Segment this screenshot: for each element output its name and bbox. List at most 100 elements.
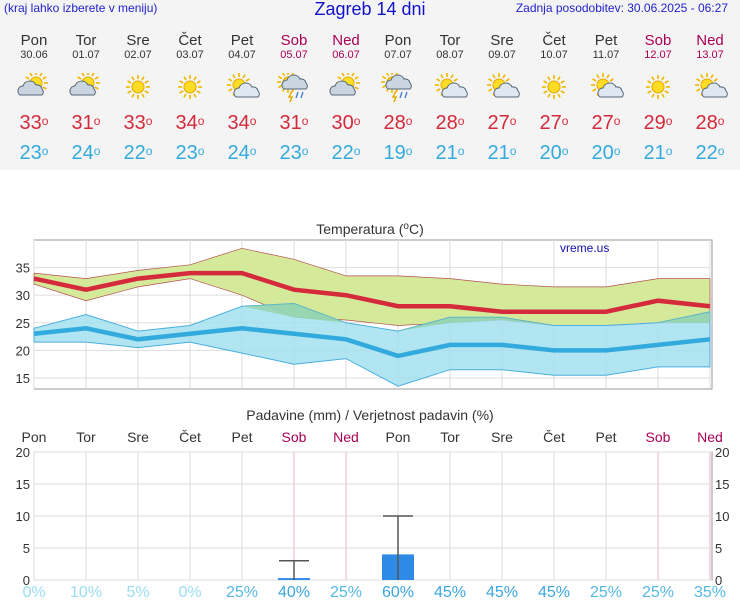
- min-temp: 19o: [383, 142, 413, 164]
- day-name: Sre: [126, 32, 150, 49]
- max-temp-line: [33, 270, 711, 314]
- day-column: Ned 06.07 30o 22o: [320, 33, 372, 164]
- precip-probability: 25%: [226, 584, 258, 600]
- precip-probability: 35%: [694, 584, 726, 600]
- precip-probability: 5%: [126, 584, 149, 600]
- y-tick-label-right: 5: [715, 541, 722, 556]
- x-tick-label: Čet: [179, 429, 201, 445]
- day-date: 13.07: [696, 49, 724, 61]
- sun-icon: [536, 73, 572, 101]
- min-temp-band: [33, 302, 711, 387]
- sun-icon: [172, 73, 208, 101]
- min-temp: 22o: [695, 142, 725, 164]
- day-column: Sre 02.07 33o 22o: [112, 32, 164, 165]
- day-name: Tor: [75, 32, 97, 49]
- x-tick-label: Pon: [22, 429, 47, 445]
- x-tick-label: Tor: [440, 429, 460, 445]
- precip-probability: 25%: [590, 584, 622, 600]
- max-temp: 33o: [123, 112, 153, 134]
- day-name: Sob: [280, 32, 308, 49]
- x-tick-label: Ned: [333, 429, 359, 445]
- day-column: Pet 04.07 34o 24o: [216, 33, 268, 164]
- min-temp: 20o: [591, 142, 621, 164]
- min-temp: 21o: [435, 142, 465, 164]
- min-temp: 23o: [19, 142, 49, 164]
- x-tick-label: Sob: [282, 429, 307, 445]
- region-hint[interactable]: (kraj lahko izberete v meniju): [4, 1, 158, 15]
- day-date: 07.07: [384, 49, 412, 61]
- day-column: Tor 08.07 28o 21o: [424, 33, 476, 164]
- x-tick-label: Pon: [386, 429, 411, 445]
- min-temp: 23o: [175, 142, 205, 164]
- max-temp: 28o: [435, 112, 465, 134]
- day-column: Čet 10.07 27o 20o: [528, 33, 580, 165]
- day-date: 08.07: [436, 49, 464, 61]
- y-tick-label-right: 15: [715, 477, 729, 492]
- precip-probability: 0%: [178, 584, 201, 600]
- day-date: 12.07: [644, 49, 672, 61]
- y-tick-label-right: 0: [715, 573, 722, 588]
- day-name: Pon: [384, 32, 412, 49]
- day-column: Tor 01.07 31o 24o: [60, 33, 112, 164]
- min-temp: 22o: [123, 142, 153, 164]
- day-date: 01.07: [72, 49, 100, 61]
- day-column: Pon 30.06 33o 23o: [8, 33, 60, 164]
- day-date: 10.07: [540, 49, 568, 61]
- day-date: 06.07: [332, 49, 360, 61]
- x-tick-label: Čet: [543, 429, 565, 445]
- min-temp: 20o: [539, 142, 569, 164]
- y-tick-label: 20: [16, 445, 30, 460]
- x-tick-label: Sre: [491, 429, 513, 445]
- max-temp: 30o: [331, 112, 361, 134]
- min-temp-line: [33, 326, 711, 359]
- y-tick-label-right: 20: [715, 445, 729, 460]
- y-tick-label-right: 10: [715, 509, 729, 524]
- y-tick-label: 30: [16, 288, 30, 303]
- x-tick-label: Sre: [127, 429, 149, 445]
- forecast-summary: [0, 0, 740, 170]
- day-name: Ned: [696, 32, 724, 49]
- watermark: vreme.us: [560, 241, 609, 255]
- day-date: 09.07: [488, 49, 516, 61]
- max-temp: 31o: [71, 112, 101, 134]
- day-column: Čet 03.07 34o 23o: [164, 33, 216, 165]
- precip-probability: 45%: [486, 584, 518, 600]
- max-temp: 28o: [695, 112, 725, 134]
- precip-probability: 10%: [70, 584, 102, 600]
- day-name: Sre: [490, 32, 514, 49]
- min-temp: 21o: [643, 142, 673, 164]
- x-tick-label: Sob: [646, 429, 671, 445]
- day-column: Ned 13.07 28o 22o: [684, 33, 736, 164]
- sun-cloud-icon: [484, 73, 520, 101]
- y-tick-label: 15: [16, 477, 30, 492]
- x-tick-label: Pet: [231, 429, 252, 445]
- min-temp: 22o: [331, 142, 361, 164]
- y-tick-label: 10: [16, 509, 30, 524]
- precip-probability: 45%: [538, 584, 570, 600]
- y-tick-label: 35: [16, 261, 30, 276]
- y-tick-label: 0: [23, 573, 30, 588]
- min-temp: 24o: [71, 142, 101, 164]
- day-name: Pon: [20, 32, 48, 49]
- max-temp: 33o: [19, 112, 49, 134]
- sun-icon: [120, 73, 156, 101]
- day-name: Ned: [332, 32, 360, 49]
- thunderstorm-icon: [276, 71, 312, 103]
- precip-probability: 60%: [382, 584, 414, 600]
- day-date: 11.07: [592, 49, 620, 61]
- sun-cloud-icon: [588, 73, 624, 101]
- sun-cloud-icon: [224, 73, 260, 101]
- max-temp: 34o: [175, 112, 205, 134]
- partly-cloudy-icon: [68, 71, 104, 101]
- day-name: Pet: [594, 32, 618, 49]
- max-temp: 27o: [539, 112, 569, 134]
- day-date: 30.06: [20, 49, 48, 61]
- max-temp: 27o: [591, 112, 621, 134]
- min-temp: 23o: [279, 142, 309, 164]
- partly-cloudy-icon: [328, 71, 364, 101]
- precip-probability: 25%: [330, 584, 362, 600]
- partly-cloudy-icon: [16, 71, 52, 101]
- precip-probability: 40%: [278, 584, 310, 600]
- max-temp: 31o: [279, 112, 309, 134]
